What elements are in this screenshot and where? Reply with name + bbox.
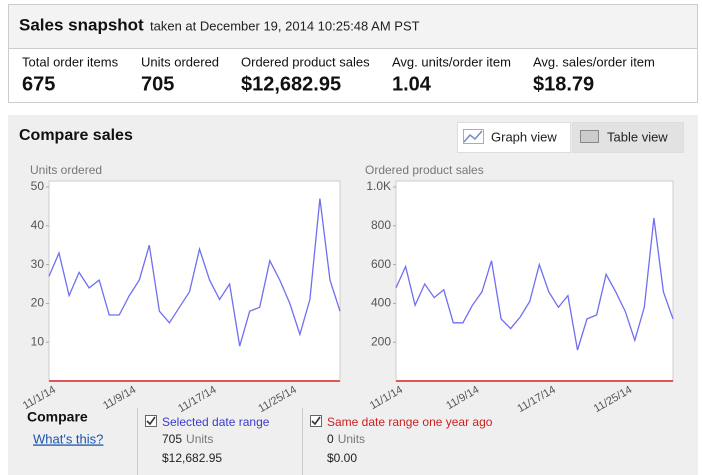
metric-value: 675: [22, 73, 55, 95]
metric-value: $18.79: [533, 73, 594, 95]
y-tick-label: 800: [371, 218, 391, 232]
table-view-label[interactable]: Table view: [607, 129, 668, 144]
metric-value: 1.04: [392, 73, 432, 95]
range-sales: $12,682.95: [162, 451, 222, 465]
snapshot-time: taken at December 19, 2014 10:25:48 AM P…: [150, 18, 420, 33]
whats-this-link[interactable]: What's this?: [33, 431, 103, 446]
range-label: Selected date range: [162, 415, 270, 429]
range-sales: $0.00: [327, 451, 357, 465]
metric-label: Avg. units/order item: [392, 54, 511, 69]
range-units-label: Units: [338, 432, 365, 446]
metric-value: 705: [141, 73, 174, 95]
checkbox[interactable]: [145, 415, 157, 427]
range-units: 705: [162, 432, 182, 446]
y-tick-label: 600: [371, 257, 391, 271]
axis-label: Ordered product sales: [365, 163, 484, 177]
range-units: 0: [327, 432, 334, 446]
compare-title: Compare: [27, 409, 88, 425]
axis-label: Units ordered: [30, 163, 102, 177]
checkmark: [311, 416, 321, 426]
legend: Selected date range 705 Units $12,682.95 Sam…: [145, 415, 493, 465]
y-tick-label: 30: [31, 257, 45, 271]
y-tick-label: 50: [31, 179, 45, 193]
graph-icon-frame: [463, 129, 484, 144]
series-line: [395, 217, 674, 351]
y-tick-label: 400: [371, 296, 391, 310]
graph-view-label[interactable]: Graph view: [491, 129, 557, 144]
metric-label: Avg. sales/order item: [533, 54, 655, 69]
series-line: [48, 198, 341, 347]
metric-value: $12,682.95: [241, 73, 341, 95]
table-icon: [580, 130, 599, 143]
panel-title: Compare sales: [19, 127, 133, 144]
metric-label: Total order items: [22, 54, 119, 69]
snapshot-header: [9, 5, 697, 48]
checkmark: [146, 416, 156, 426]
metric-label: Ordered product sales: [241, 54, 370, 69]
checkbox[interactable]: [310, 415, 322, 427]
snapshot-title: Sales snapshot: [19, 15, 144, 34]
y-tick-label: 20: [31, 296, 45, 310]
y-tick-label: 10: [31, 334, 45, 348]
range-label: Same date range one year ago: [327, 415, 493, 429]
plot-area: [48, 180, 341, 382]
y-tick-label: 40: [31, 218, 45, 232]
y-tick-label: 1.0K: [366, 179, 391, 193]
metrics: Total order items 675 Units ordered 705 Orde…: [22, 54, 655, 95]
range-units-label: Units: [186, 432, 213, 446]
graph-icon: [463, 130, 483, 143]
y-tick-label: 200: [371, 334, 391, 348]
table-view-button[interactable]: [572, 122, 684, 153]
metric-label: Units ordered: [141, 54, 219, 69]
